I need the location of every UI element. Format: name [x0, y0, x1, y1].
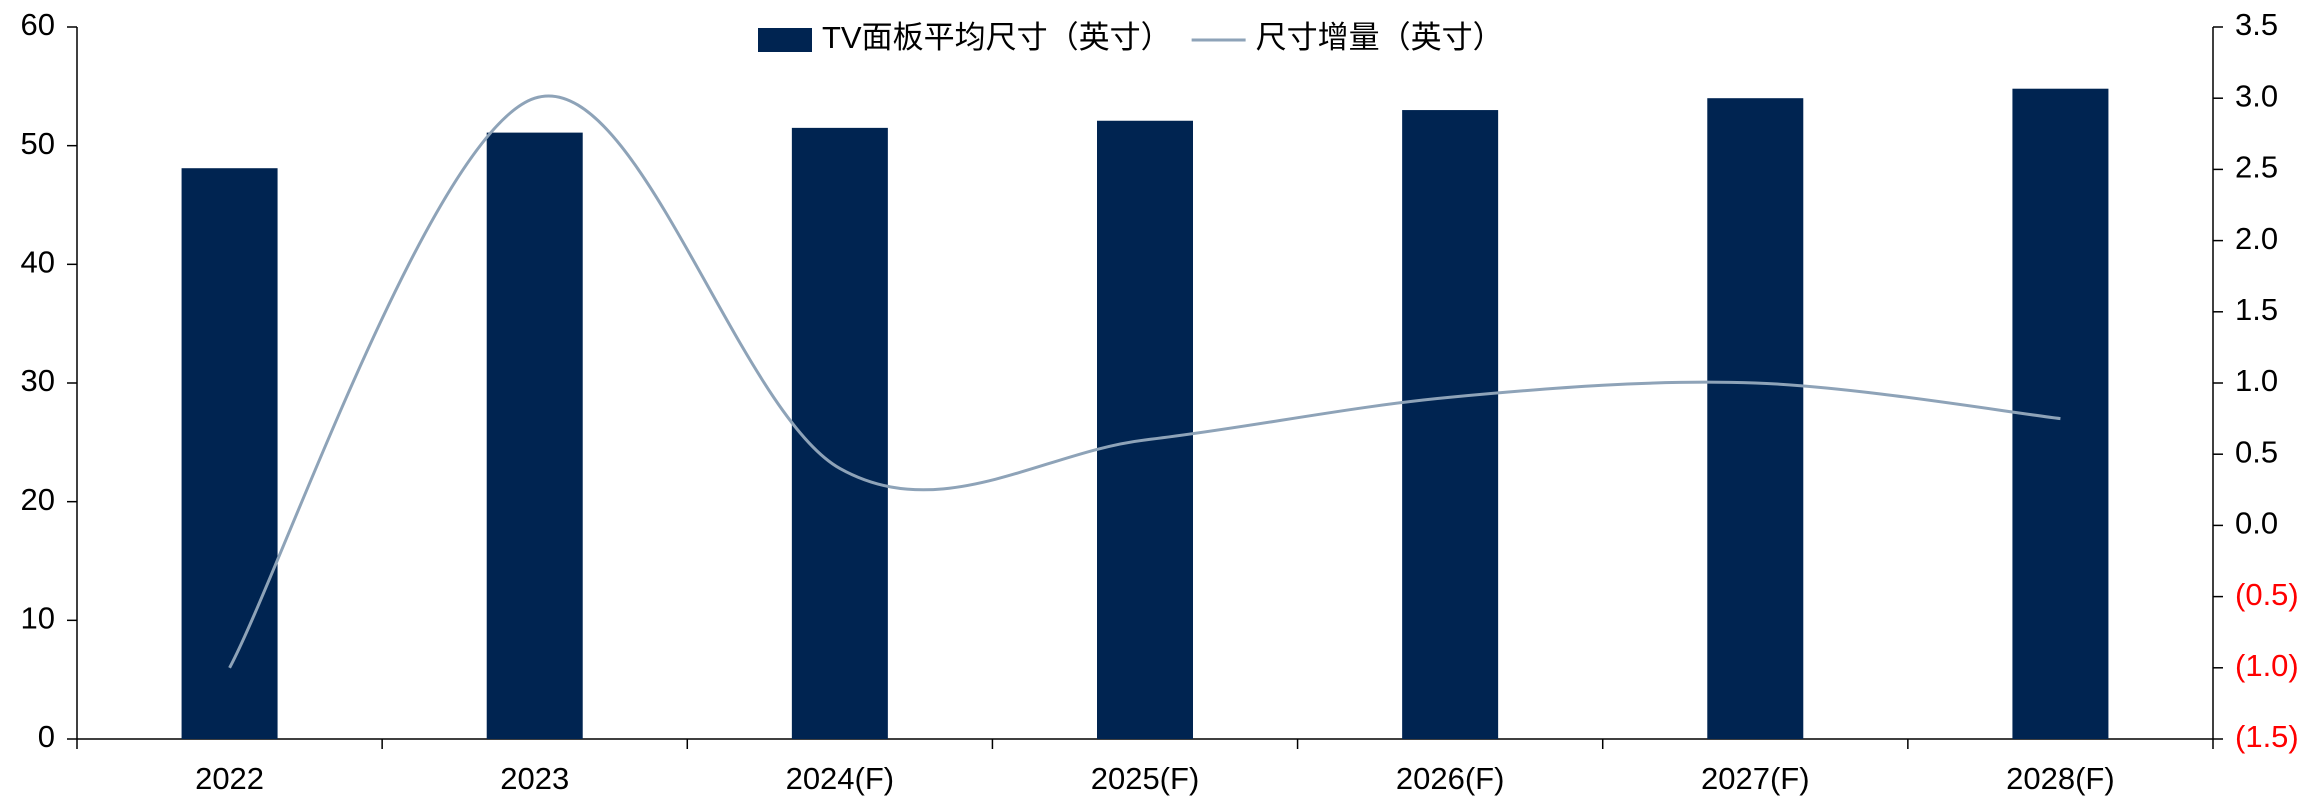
x-tick-label: 2026(F) [1396, 761, 1505, 796]
bar [181, 168, 278, 740]
legend-label: 尺寸增量（英寸） [1256, 20, 1504, 55]
y2-tick-label: 0.5 [2235, 434, 2278, 469]
legend-swatch [758, 28, 812, 52]
x-tick-label: 2024(F) [786, 761, 895, 796]
bar [486, 132, 583, 739]
bar [1097, 120, 1193, 740]
y2-tick-label: 2.5 [2235, 150, 2278, 185]
y2-tick-label: 0.0 [2235, 506, 2278, 541]
y-tick-label: 60 [21, 7, 55, 42]
y2-tick-label: 3.0 [2235, 78, 2278, 113]
y2-tick-label: 1.0 [2235, 363, 2278, 398]
y2-tick-label: 2.0 [2235, 221, 2278, 256]
y-tick-label: 20 [21, 482, 55, 517]
y2-tick-label: (1.0) [2235, 648, 2299, 683]
y2-tick-label: (0.5) [2235, 577, 2299, 612]
y2-tick-label: 3.5 [2235, 7, 2278, 42]
y-tick-label: 10 [21, 601, 55, 636]
bar [1402, 110, 1499, 740]
y-tick-label: 40 [21, 245, 55, 280]
y-tick-label: 30 [21, 363, 55, 398]
bar [791, 127, 888, 739]
x-tick-label: 2027(F) [1701, 761, 1810, 796]
x-tick-label: 2022 [195, 761, 264, 796]
x-tick-label: 2023 [500, 761, 569, 796]
legend-label: TV面板平均尺寸（英寸） [822, 20, 1172, 55]
y-tick-label: 50 [21, 126, 55, 161]
x-tick-label: 2025(F) [1091, 761, 1200, 796]
y-tick-label: 0 [38, 719, 55, 754]
x-tick-label: 2028(F) [2006, 761, 2115, 796]
bar [1707, 98, 1804, 739]
y2-tick-label: (1.5) [2235, 719, 2299, 754]
y2-tick-label: 1.5 [2235, 292, 2278, 327]
line [228, 94, 2061, 669]
